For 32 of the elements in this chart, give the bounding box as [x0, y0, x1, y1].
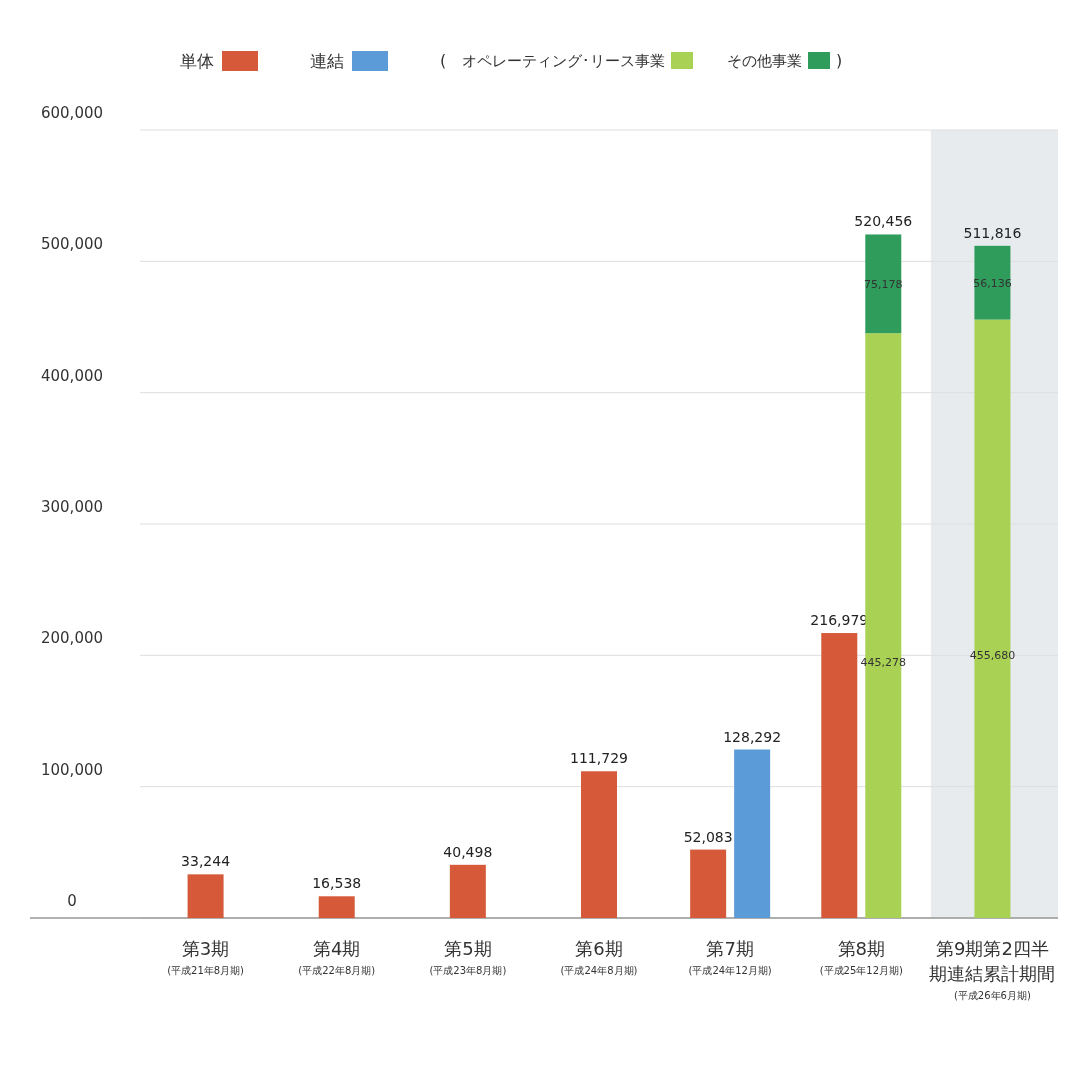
annotation: 511,816: [963, 224, 1022, 241]
legend-label: 連結: [310, 51, 344, 71]
legend-label: 単体: [180, 51, 214, 71]
legend-item: 連結: [310, 51, 388, 71]
legend-item: その他事業: [727, 52, 830, 70]
x-tick-label: 第9期第2四半期連結累計期間 (平成26年6月期): [929, 938, 1056, 1001]
y-tick-label: 200,000: [40, 629, 104, 648]
data-label: 33,244: [181, 853, 231, 870]
x-tick-label: 第3期 (平成21年8月期): [167, 938, 245, 976]
x-tick-label: 第8期 (平成25年12月期): [819, 938, 903, 976]
x-tick-label: 第6期 (平成24年8月期): [560, 938, 638, 976]
x-tick-label: 第4期 (平成22年8月期): [298, 938, 376, 976]
data-label: 216,979: [810, 612, 869, 629]
y-tick-label: 100,000: [40, 760, 104, 779]
data-label: 16,538: [312, 875, 362, 892]
y-tick-label: 600,000: [40, 104, 104, 122]
y-tick-label: 400,000: [40, 366, 104, 385]
y-tick-label: 300,000: [40, 498, 104, 516]
legend-item: オペレーティング･リース事業: [462, 52, 693, 70]
legend-label: その他事業: [727, 52, 802, 70]
legend-item: 単体: [180, 51, 258, 71]
data-label: 52,083: [683, 828, 733, 845]
annotation: 520,456: [854, 213, 913, 230]
data-label: 111,729: [570, 750, 628, 767]
text: (: [440, 51, 447, 70]
x-tick-label: 第7期 (平成24年12月期): [688, 938, 772, 976]
text: ): [836, 51, 843, 70]
data-label: 128,292: [723, 728, 782, 745]
data-label: 40,498: [443, 843, 493, 860]
y-tick-label: 0: [67, 892, 77, 910]
x-tick-label: 第5期 (平成23年8月期): [429, 938, 507, 976]
y-tick-label: 500,000: [40, 235, 104, 254]
